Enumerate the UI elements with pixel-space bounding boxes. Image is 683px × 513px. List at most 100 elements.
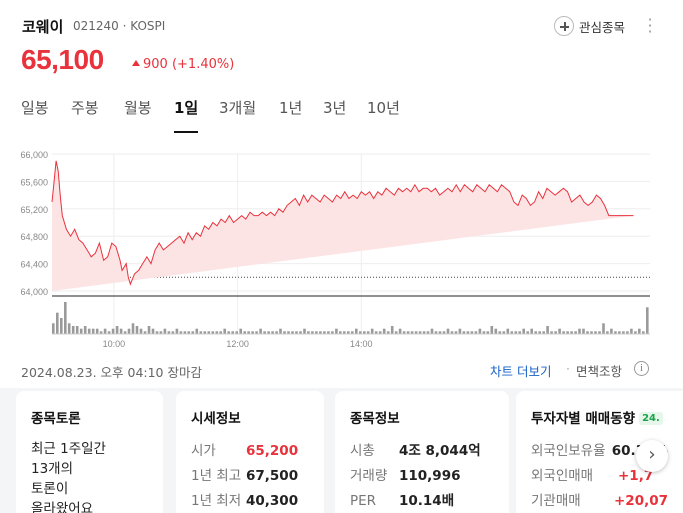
volume-bar [307, 331, 310, 334]
volume-bar [119, 328, 123, 334]
volume-bar [179, 331, 183, 334]
volume-bar [83, 326, 87, 334]
volume-bar [64, 302, 67, 334]
row-label: 1년 최고 [191, 468, 242, 484]
row-label: 외국인보유율 [531, 443, 606, 459]
row-label: 기관매매 [531, 493, 581, 509]
volume-bar [183, 331, 187, 334]
volume-bar [283, 331, 286, 334]
volume-bar [494, 328, 498, 334]
price-change: 900 (+1.40%) [132, 57, 234, 72]
disclaimer-link[interactable]: 면책조항 [576, 364, 623, 379]
volume-bar [247, 331, 250, 334]
volume-bar [171, 331, 175, 334]
stock-row-volume: 거래량 110,996 [350, 464, 494, 489]
volume-bar [526, 331, 529, 334]
volume-bar [534, 331, 537, 334]
volume-bar [506, 328, 510, 334]
plus-icon [554, 16, 574, 36]
y-tick-label: 64,000 [20, 287, 48, 297]
row-label: 시총 [350, 443, 375, 459]
volume-bar [327, 331, 330, 334]
volume-bar [267, 331, 270, 334]
volume-bar [211, 331, 215, 334]
volume-bar [462, 331, 466, 334]
volume-bar [410, 331, 414, 334]
tab-3years[interactable]: 3년 [323, 99, 347, 117]
volume-bar [498, 331, 502, 334]
y-tick-label: 64,400 [20, 260, 48, 270]
volume-bar [315, 331, 318, 334]
volume-bar [522, 328, 525, 334]
volume-bar [438, 331, 442, 334]
volume-bar [279, 328, 282, 334]
volume-bar [139, 328, 143, 334]
volume-bar [378, 331, 382, 334]
chart-more-link[interactable]: 차트 더보기 [490, 364, 552, 379]
volume-bar [638, 328, 641, 334]
volume-bar [634, 331, 637, 334]
stock-info-card[interactable]: 종목정보 시총 4조 8,044억 거래량 110,996 PER 10.14배 [335, 391, 509, 513]
watchlist-button[interactable]: 관심종목 [554, 14, 625, 38]
volume-bar [586, 331, 589, 334]
volume-bar [103, 328, 107, 334]
tab-monthly[interactable]: 월봉 [124, 99, 152, 117]
volume-bar [434, 331, 438, 334]
volume-bar [91, 328, 95, 334]
volume-bar [514, 331, 518, 334]
tab-3months[interactable]: 3개월 [219, 99, 257, 117]
volume-bar [335, 328, 338, 334]
x-tick-label: 14:00 [350, 339, 373, 349]
volume-bar [566, 331, 569, 334]
volume-bar [303, 328, 306, 334]
volume-bar [618, 331, 621, 334]
volume-bar [398, 328, 402, 334]
volume-bar [271, 331, 274, 334]
investor-row-institution-trade: 기관매매 +20,07 [531, 489, 668, 513]
volume-bar [570, 331, 573, 334]
current-price: 65,100 [21, 44, 104, 75]
tab-daily[interactable]: 일봉 [21, 99, 49, 117]
stock-header: 코웨이 021240 · KOSPI 관심종목 · · · [22, 10, 672, 41]
tab-1day[interactable]: 1일 [174, 97, 199, 133]
volume-bar [558, 328, 561, 334]
volume-bar [87, 328, 91, 334]
volume-bar [502, 331, 506, 334]
market-info-title: 시세정보 [191, 411, 241, 427]
volume-bar [155, 331, 159, 334]
volume-bar [95, 328, 99, 334]
tab-1year[interactable]: 1년 [279, 99, 303, 117]
volume-bar [630, 328, 633, 334]
volume-bar [99, 331, 103, 334]
volume-bar [295, 331, 298, 334]
volume-bar [239, 328, 242, 334]
volume-bar [163, 328, 167, 334]
volume-bar [191, 331, 195, 334]
volume-bar [470, 331, 474, 334]
more-vertical-icon[interactable]: · · · [647, 10, 653, 41]
volume-bar [474, 331, 478, 334]
y-tick-label: 65,600 [20, 177, 48, 187]
volume-bar [390, 326, 394, 334]
volume-bar [626, 331, 629, 334]
volume-bar [382, 328, 386, 334]
market-row-open: 시가 65,200 [191, 439, 309, 464]
volume-bar [319, 331, 322, 334]
chevron-right-icon[interactable]: › [636, 440, 668, 472]
stock-name[interactable]: 코웨이 [22, 18, 64, 36]
market-row-low: 1년 최저 40,300 [191, 489, 309, 513]
volume-bar [115, 326, 119, 334]
volume-bar [538, 331, 541, 334]
volume-bar [550, 331, 553, 334]
volume-bar [195, 328, 199, 334]
volume-bar [363, 331, 366, 334]
volume-bar [386, 331, 390, 334]
info-icon[interactable]: i [634, 361, 649, 376]
intraday-chart[interactable]: 66,000 65,600 65,200 64,800 64,400 64,000 10:0… [0, 140, 683, 355]
market-info-card[interactable]: 시세정보 시가 65,200 1년 최고 67,500 1년 최저 40,300 [176, 391, 324, 513]
tab-10years[interactable]: 10년 [367, 99, 400, 117]
row-label: 외국인매매 [531, 468, 594, 484]
discussion-card[interactable]: 종목토론 최근 1주일간 13개의 토론이 올라왔어요 [16, 391, 163, 513]
tab-weekly[interactable]: 주봉 [71, 99, 99, 117]
